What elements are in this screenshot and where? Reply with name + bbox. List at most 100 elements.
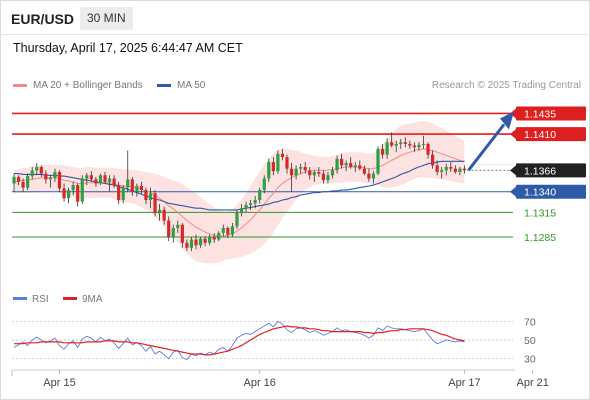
candle-body bbox=[271, 162, 275, 172]
candle-body bbox=[112, 178, 116, 186]
timeframe-button[interactable]: 30 MIN bbox=[80, 7, 133, 30]
level-label-1.1435: 1.1435 bbox=[524, 108, 556, 120]
candle-body bbox=[285, 157, 289, 169]
candle bbox=[226, 226, 230, 238]
candle bbox=[62, 183, 66, 202]
candle-body bbox=[53, 171, 57, 178]
candle bbox=[171, 224, 175, 243]
candle-body bbox=[198, 238, 203, 246]
rsi-tick-50: 50 bbox=[524, 335, 536, 347]
candle bbox=[299, 163, 303, 174]
level-box-1.1435 bbox=[516, 106, 586, 121]
candle-body bbox=[308, 170, 312, 176]
candle bbox=[285, 154, 289, 174]
candle bbox=[26, 173, 30, 191]
rsi-legend-label-9MA: 9MA bbox=[82, 294, 103, 305]
candle-body bbox=[390, 142, 394, 146]
axis-label: Apr 17 bbox=[448, 377, 480, 389]
candle bbox=[362, 165, 366, 176]
candle bbox=[453, 165, 457, 174]
candle-body bbox=[194, 239, 198, 246]
candle bbox=[335, 155, 339, 174]
candle bbox=[271, 157, 275, 176]
candle bbox=[30, 167, 34, 180]
projection-arrow-head bbox=[500, 111, 514, 130]
candle bbox=[408, 140, 412, 149]
candle bbox=[426, 142, 430, 159]
candle-body bbox=[239, 208, 244, 214]
rsi-series-9MA bbox=[14, 325, 465, 356]
candle-body bbox=[371, 173, 376, 179]
candle-body bbox=[312, 171, 316, 176]
candle-body bbox=[221, 227, 225, 233]
credit-text: Research © 2025 Trading Central bbox=[431, 80, 581, 91]
candle bbox=[262, 175, 266, 194]
candle-body bbox=[16, 176, 21, 182]
candle bbox=[16, 175, 21, 186]
candle bbox=[71, 181, 75, 196]
candle-body bbox=[367, 173, 371, 179]
candle-body bbox=[421, 143, 426, 145]
candle-body bbox=[126, 179, 130, 188]
candle-body bbox=[276, 153, 280, 172]
level-box-1.1410 bbox=[516, 127, 586, 142]
candle-body bbox=[162, 209, 166, 221]
candle-body bbox=[44, 173, 48, 180]
candle-body bbox=[435, 165, 439, 172]
candle-body bbox=[358, 165, 362, 169]
candle bbox=[208, 234, 212, 246]
candle-body bbox=[76, 185, 80, 202]
candle bbox=[403, 137, 407, 148]
candle bbox=[444, 163, 448, 176]
candle-body bbox=[289, 168, 294, 176]
candle bbox=[417, 142, 421, 151]
candle bbox=[449, 162, 453, 172]
bollinger-band bbox=[14, 120, 465, 264]
candle-body bbox=[180, 224, 184, 243]
candle-body bbox=[167, 220, 171, 238]
candle-body bbox=[85, 175, 89, 179]
candle bbox=[367, 168, 371, 182]
candle-body bbox=[294, 168, 298, 176]
candle bbox=[239, 204, 244, 217]
candle-body bbox=[330, 170, 335, 176]
candle bbox=[380, 143, 385, 159]
candle bbox=[249, 199, 253, 210]
candle-body bbox=[171, 227, 175, 238]
candle-body bbox=[453, 168, 457, 172]
candle bbox=[349, 157, 353, 169]
ma20-swatch bbox=[13, 83, 27, 87]
candle-body bbox=[103, 175, 107, 182]
legend-ma50: MA 50 bbox=[157, 80, 205, 91]
main-plot: 1.1435 1.1410 1.1340 1.1315 1.1285 1.1366 bbox=[12, 106, 586, 264]
candle bbox=[217, 231, 221, 242]
rsi-tick-30: 30 bbox=[524, 354, 536, 366]
candle-body bbox=[208, 237, 212, 243]
candle bbox=[57, 170, 62, 192]
candle bbox=[35, 162, 39, 176]
level-pointer-1.1340 bbox=[510, 186, 516, 197]
candle bbox=[330, 167, 335, 179]
current-price-pointer bbox=[510, 165, 516, 176]
candle bbox=[253, 195, 257, 209]
candle bbox=[326, 171, 330, 184]
level-box-1.1340 bbox=[516, 184, 586, 199]
candle bbox=[67, 187, 71, 204]
candle bbox=[12, 173, 16, 192]
candle-body bbox=[35, 167, 39, 171]
rsi-legend-swatch-9MA bbox=[63, 297, 77, 300]
candle-body bbox=[449, 167, 453, 169]
candle bbox=[148, 187, 153, 209]
candle-body bbox=[30, 170, 34, 177]
candle-body bbox=[148, 193, 153, 200]
instrument-label: EUR/USD bbox=[11, 11, 75, 27]
candle bbox=[76, 183, 80, 207]
candle bbox=[158, 204, 162, 221]
candle bbox=[421, 135, 426, 149]
candle bbox=[303, 162, 307, 174]
candle bbox=[176, 220, 180, 233]
current-price-label: 1.1366 bbox=[524, 165, 556, 177]
candle bbox=[344, 160, 348, 172]
candle bbox=[194, 234, 198, 250]
candle-body bbox=[249, 203, 253, 205]
